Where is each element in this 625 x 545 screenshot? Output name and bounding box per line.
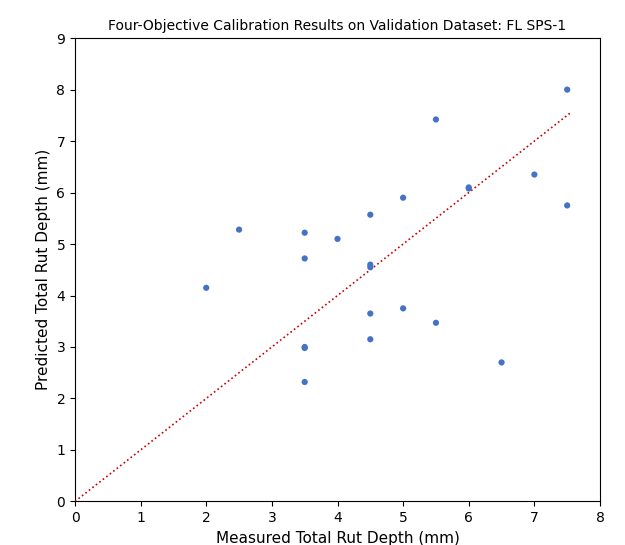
Point — [365, 210, 375, 219]
Point — [300, 378, 310, 386]
Title: Four-Objective Calibration Results on Validation Dataset: FL SPS-1: Four-Objective Calibration Results on Va… — [109, 19, 567, 33]
Point — [464, 183, 474, 192]
Point — [300, 228, 310, 237]
Point — [300, 344, 310, 353]
Point — [201, 283, 211, 292]
Point — [365, 261, 375, 269]
Point — [332, 234, 342, 243]
Point — [365, 335, 375, 343]
Point — [365, 309, 375, 318]
Point — [300, 254, 310, 263]
Point — [398, 304, 408, 313]
Point — [431, 115, 441, 124]
Point — [398, 193, 408, 202]
Point — [562, 201, 572, 210]
Point — [431, 318, 441, 327]
Point — [529, 170, 539, 179]
X-axis label: Measured Total Rut Depth (mm): Measured Total Rut Depth (mm) — [216, 531, 459, 545]
Point — [496, 358, 506, 367]
Y-axis label: Predicted Total Rut Depth (mm): Predicted Total Rut Depth (mm) — [36, 149, 51, 390]
Point — [464, 184, 474, 193]
Point — [562, 85, 572, 94]
Point — [234, 225, 244, 234]
Point — [300, 343, 310, 352]
Point — [365, 263, 375, 271]
